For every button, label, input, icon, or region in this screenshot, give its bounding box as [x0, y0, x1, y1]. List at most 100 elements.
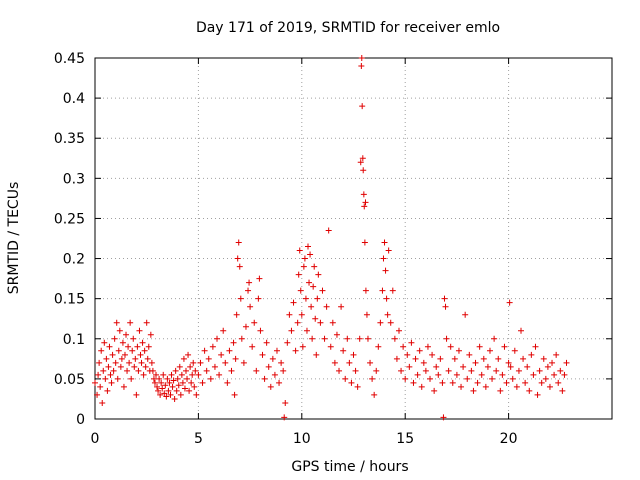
data-point: [325, 227, 332, 234]
data-point: [489, 375, 496, 382]
data-point: [561, 371, 568, 378]
data-point: [148, 359, 155, 366]
data-point: [505, 359, 512, 366]
data-point: [102, 375, 109, 382]
data-point: [371, 391, 378, 398]
data-point: [451, 355, 458, 362]
data-point: [180, 355, 187, 362]
data-point: [170, 377, 177, 384]
data-point: [101, 339, 108, 346]
data-point: [528, 351, 535, 358]
data-point: [129, 347, 136, 354]
data-point: [124, 367, 131, 374]
data-point: [445, 367, 452, 374]
data-point: [172, 367, 179, 374]
data-point: [306, 279, 313, 286]
grid: [95, 57, 612, 419]
data-point: [234, 255, 241, 262]
data-point: [385, 247, 392, 254]
data-point: [123, 331, 130, 338]
data-point: [431, 387, 438, 394]
data-point: [422, 367, 429, 374]
data-point: [522, 379, 529, 386]
data-point: [188, 379, 195, 386]
data-point: [203, 367, 210, 374]
data-point: [389, 287, 396, 294]
data-point: [103, 355, 110, 362]
data-point: [96, 359, 103, 366]
data-point: [199, 379, 206, 386]
data-point: [294, 319, 301, 326]
data-point: [542, 375, 549, 382]
data-point: [205, 355, 212, 362]
data-point: [235, 239, 242, 246]
data-point: [442, 303, 449, 310]
data-point: [309, 335, 316, 342]
data-point: [410, 379, 417, 386]
data-point: [189, 371, 196, 378]
data-point: [187, 363, 194, 370]
y-tick-label: 0.4: [63, 91, 85, 107]
data-point: [100, 367, 107, 374]
plot-frame: [94, 57, 613, 420]
data-point: [520, 355, 527, 362]
data-point: [247, 303, 254, 310]
data-point: [439, 379, 446, 386]
data-point: [236, 263, 243, 270]
data-point: [557, 367, 564, 374]
data-point: [233, 311, 240, 318]
data-point: [382, 267, 389, 274]
data-point: [518, 327, 525, 334]
data-point: [181, 385, 188, 392]
data-point: [524, 363, 531, 370]
data-point: [149, 367, 156, 374]
data-point: [135, 367, 142, 374]
data-point: [132, 355, 139, 362]
data-point: [186, 387, 193, 394]
data-point: [357, 159, 364, 166]
data-point: [546, 383, 553, 390]
data-point: [117, 363, 124, 370]
data-point: [393, 355, 400, 362]
data-point: [284, 339, 291, 346]
data-point: [182, 367, 189, 374]
data-point: [175, 382, 182, 389]
data-point: [559, 387, 566, 394]
data-point: [121, 351, 128, 358]
data-point: [161, 390, 168, 397]
y-tick-label: 0.3: [63, 171, 85, 187]
data-point: [197, 359, 204, 366]
y-tick-label: 0.1: [63, 332, 85, 348]
data-point: [145, 343, 152, 350]
data-point: [398, 367, 405, 374]
data-point: [367, 359, 374, 366]
data-point: [373, 367, 380, 374]
y-tick-label: 0.15: [54, 292, 85, 308]
data-point: [116, 327, 123, 334]
data-point: [201, 347, 208, 354]
data-point: [507, 363, 514, 370]
data-point: [511, 347, 518, 354]
data-point: [276, 379, 283, 386]
data-point: [290, 299, 297, 306]
data-point: [455, 347, 462, 354]
x-tick-label: 5: [194, 431, 203, 447]
data-point: [443, 335, 450, 342]
data-point: [513, 383, 520, 390]
data-point: [95, 371, 102, 378]
data-point: [340, 347, 347, 354]
data-point: [162, 382, 169, 389]
data-point: [211, 363, 218, 370]
data-point: [136, 327, 143, 334]
data-point: [165, 387, 172, 394]
x-tick-label: 20: [500, 431, 518, 447]
data-point: [356, 335, 363, 342]
data-point: [536, 367, 543, 374]
data-point: [493, 367, 500, 374]
data-point: [220, 327, 227, 334]
data-point: [466, 351, 473, 358]
data-point: [491, 335, 498, 342]
data-point: [354, 383, 361, 390]
data-point: [307, 251, 314, 258]
